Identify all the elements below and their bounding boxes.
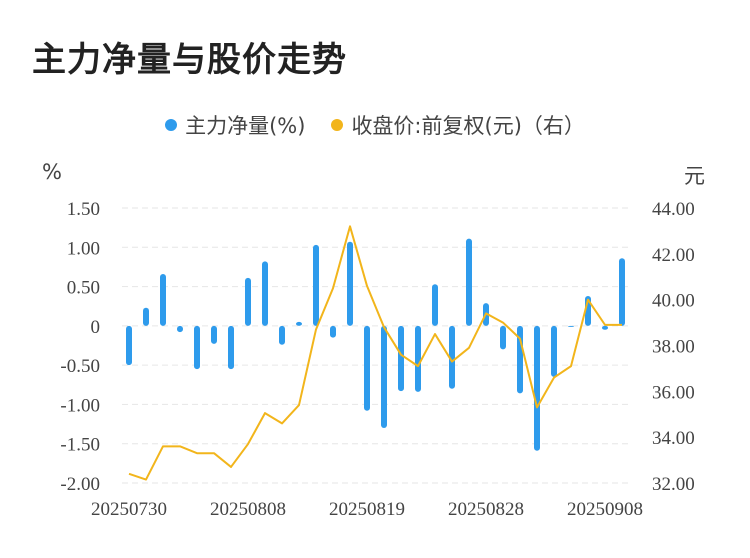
left-tick-label: -1.00 (60, 395, 100, 416)
legend-item-line[interactable]: 收盘价:前复权(元)（右） (331, 110, 585, 140)
bar-mark (313, 244, 319, 326)
x-tick-label: 20250819 (329, 499, 405, 520)
left-tick-label: -1.50 (60, 435, 100, 456)
bar-mark (211, 325, 217, 344)
right-tick-label: 40.00 (652, 291, 695, 312)
x-tick-label: 20250730 (91, 499, 167, 520)
right-tick-label: 32.00 (652, 474, 695, 495)
bar-mark (551, 325, 557, 377)
bar-mark (262, 261, 268, 326)
bar-mark (177, 325, 183, 333)
bar-mark (347, 241, 353, 326)
right-tick-label: 34.00 (652, 428, 695, 449)
x-tick-label: 20250808 (210, 499, 286, 520)
bar-mark (415, 325, 421, 392)
left-tick-label: 0.50 (67, 278, 100, 299)
bar-mark (534, 325, 540, 451)
bar-mark (619, 258, 625, 326)
legend-bar-dot (165, 119, 178, 131)
bar-mark (364, 325, 370, 411)
left-tick-label: -0.50 (60, 356, 100, 377)
left-axis-unit: % (42, 160, 62, 184)
right-tick-label: 42.00 (652, 245, 695, 266)
left-axis-ticks: 1.50 1.00 0.50 0 -0.50 -1.00 -1.50 -2.00 (60, 199, 100, 495)
right-axis-ticks: 44.00 42.00 40.00 38.00 36.00 34.00 32.00 (652, 199, 695, 495)
bar-mark (279, 325, 285, 345)
x-axis-ticks: 20250730 20250808 20250819 20250828 20250908 (91, 499, 643, 520)
left-tick-label: 0 (91, 317, 101, 338)
x-tick-label: 20250908 (567, 499, 643, 520)
bar-mark (330, 325, 336, 338)
bar-mark (381, 325, 387, 428)
left-tick-label: 1.50 (67, 199, 100, 220)
bar-mark (160, 274, 166, 326)
left-tick-label: -2.00 (60, 474, 100, 495)
bar-mark (228, 325, 234, 370)
bar-mark (500, 325, 506, 350)
bar-mark (126, 325, 132, 366)
right-tick-label: 36.00 (652, 382, 695, 403)
right-axis-unit: 元 (684, 164, 705, 188)
bar-mark (449, 325, 455, 389)
legend-line-dot (331, 119, 344, 131)
bar-mark (602, 325, 608, 330)
bar-mark (245, 277, 251, 326)
legend-bar-label: 主力净量(%) (185, 114, 306, 138)
legend-item-bar[interactable]: 主力净量(%) (165, 110, 305, 140)
bar-mark (398, 325, 404, 392)
chart-title: 主力净量与股价走势 (32, 40, 347, 80)
legend-line-label: 收盘价:前复权(元)（右） (351, 114, 585, 138)
price-line (128, 225, 622, 481)
bar-mark (296, 321, 302, 326)
left-tick-label: 1.00 (67, 238, 100, 259)
bar-mark (194, 325, 200, 370)
legend: 主力净量(%) 收盘价:前复权(元)（右） (0, 110, 750, 140)
bar-mark (143, 307, 149, 326)
bar-series (126, 238, 625, 451)
grid-lines (122, 207, 632, 484)
right-tick-label: 44.00 (652, 199, 695, 220)
x-tick-label: 20250828 (448, 499, 524, 520)
right-tick-label: 38.00 (652, 337, 695, 358)
bar-mark (432, 284, 438, 326)
bar-mark (466, 238, 472, 326)
line-series (128, 225, 622, 481)
bar-mark (568, 325, 574, 327)
